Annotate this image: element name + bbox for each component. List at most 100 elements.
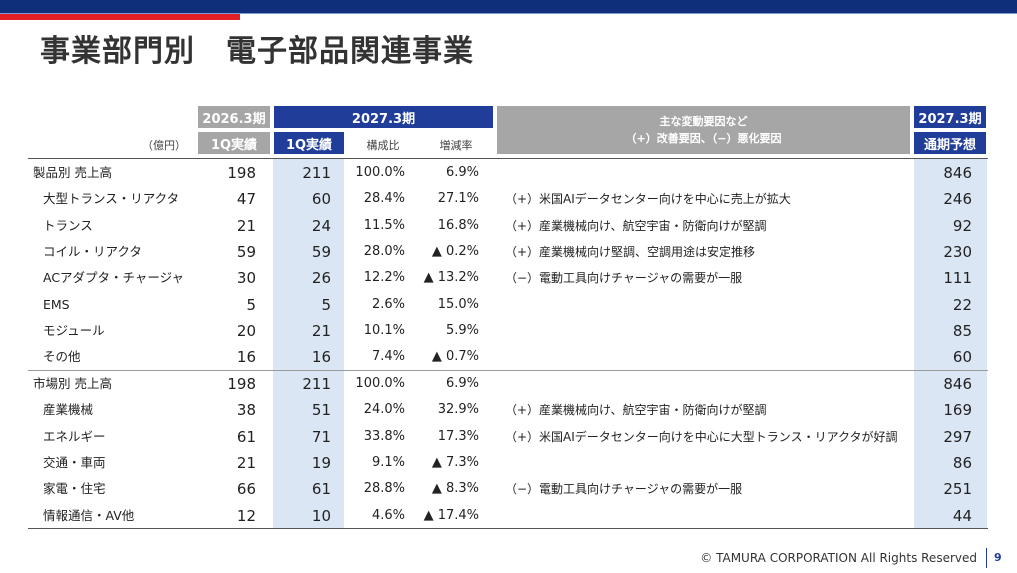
change-value: 15.0% xyxy=(437,296,479,312)
cur-result-value: 71 xyxy=(311,427,331,446)
prev-result-value: 66 xyxy=(236,480,256,499)
row-label: ACアダプタ・チャージャ xyxy=(43,270,185,286)
prev-result-value: 5 xyxy=(246,295,256,314)
factors-header-line1: 主な変動要因など xyxy=(659,115,748,128)
cur-result-value: 61 xyxy=(311,480,331,499)
prev-result-value: 198 xyxy=(227,375,256,393)
forecast-value: 169 xyxy=(943,401,972,420)
prev-result-value: 30 xyxy=(236,269,256,288)
prev-result-value: 20 xyxy=(236,321,256,340)
table-row: トランス 21 24 11.5% 16.8% （+）産業機械向け、航空宇宙・防衛向けが堅調… xyxy=(0,213,1017,239)
composition-value: 7.4% xyxy=(371,349,405,365)
table-row: 製品別 売上高 198 211 100.0% 6.9% 846 xyxy=(0,160,1017,186)
top-banner-stripe xyxy=(0,13,1017,14)
change-value: ▲ 17.4% xyxy=(423,507,479,523)
forecast-value: 44 xyxy=(952,506,972,525)
composition-value: 2.6% xyxy=(371,296,405,312)
table-row: モジュール 20 21 10.1% 5.9% 85 xyxy=(0,318,1017,344)
row-label: 大型トランス・リアクタ xyxy=(43,191,180,207)
change-value: 16.8% xyxy=(437,217,479,233)
composition-value: 9.1% xyxy=(371,454,405,470)
cur-result-value: 59 xyxy=(311,242,331,261)
forecast-value: 230 xyxy=(943,242,972,261)
forecast-period-header: 2027.3期 xyxy=(914,106,986,128)
row-label: 交通・車両 xyxy=(43,454,106,470)
change-value: ▲ 0.2% xyxy=(431,243,479,259)
forecast-column-bg xyxy=(914,158,987,528)
table-row: 情報通信・AV他 12 10 4.6% ▲ 17.4% 44 xyxy=(0,503,1017,529)
title-accent-bar xyxy=(0,14,240,20)
change-value: 27.1% xyxy=(437,191,479,207)
change-value: ▲ 0.7% xyxy=(431,349,479,365)
row-label: 市場別 売上高 xyxy=(33,376,112,391)
change-value: 5.9% xyxy=(445,322,479,338)
change-value: ▲ 7.3% xyxy=(431,454,479,470)
composition-value: 33.8% xyxy=(363,428,405,444)
cur-result-header: 1Q実績 xyxy=(274,132,344,154)
forecast-value: 86 xyxy=(952,453,972,472)
page-title: 事業部門別 電子部品関連事業 xyxy=(40,34,474,69)
current-result-column-bg xyxy=(273,158,344,528)
composition-value: 100.0% xyxy=(355,165,405,180)
prev-result-header: 1Q実績 xyxy=(198,132,270,154)
table-row: エネルギー 61 71 33.8% 17.3% （+）米国AIデータセンター向けを中心に大… xyxy=(0,424,1017,450)
change-value: 17.3% xyxy=(437,428,479,444)
table-row: 産業機械 38 51 24.0% 32.9% （+）産業機械向け、航空宇宙・防衛向けが堅調… xyxy=(0,397,1017,423)
composition-value: 11.5% xyxy=(363,217,405,233)
page-number: 9 xyxy=(994,551,1002,564)
composition-value: 28.4% xyxy=(363,191,405,207)
change-header: 増減率 xyxy=(439,139,473,152)
forecast-value: 846 xyxy=(943,164,972,182)
row-label: エネルギー xyxy=(43,428,106,444)
cur-result-value: 60 xyxy=(311,190,331,209)
prev-result-value: 61 xyxy=(236,427,256,446)
forecast-header: 通期予想 xyxy=(914,132,986,154)
top-banner xyxy=(0,0,1017,13)
factor-note: （−）電動工具向けチャージャの需要が一服 xyxy=(505,271,743,286)
composition-value: 12.2% xyxy=(363,270,405,286)
prev-period-header: 2026.3期 xyxy=(198,106,270,128)
factors-header-line2: （+）改善要因、（−）悪化要因 xyxy=(625,132,782,145)
factor-note: （−）電動工具向けチャージャの需要が一服 xyxy=(505,482,743,497)
cur-result-value: 19 xyxy=(311,453,331,472)
change-value: ▲ 8.3% xyxy=(431,481,479,497)
copyright-text: © TAMURA CORPORATION All Rights Reserved xyxy=(700,551,977,565)
cur-result-value: 211 xyxy=(302,375,331,393)
factor-note: （+）産業機械向け、航空宇宙・防衛向けが堅調 xyxy=(505,403,767,418)
table-bottom-line xyxy=(28,528,988,529)
cur-result-value: 5 xyxy=(321,295,331,314)
row-label: 製品別 売上高 xyxy=(33,165,112,180)
forecast-value: 111 xyxy=(943,269,972,288)
row-label: トランス xyxy=(43,217,93,233)
forecast-value: 246 xyxy=(943,190,972,209)
cur-result-value: 51 xyxy=(311,401,331,420)
cur-result-value: 21 xyxy=(311,321,331,340)
forecast-value: 297 xyxy=(943,427,972,446)
table-row: 市場別 売上高 198 211 100.0% 6.9% 846 xyxy=(0,371,1017,397)
row-label: 産業機械 xyxy=(43,402,94,418)
forecast-value: 85 xyxy=(952,321,972,340)
forecast-value: 846 xyxy=(943,375,972,393)
table-row: その他 16 16 7.4% ▲ 0.7% 60 xyxy=(0,344,1017,370)
row-label: その他 xyxy=(43,349,81,365)
prev-result-value: 59 xyxy=(236,242,256,261)
composition-value: 28.8% xyxy=(363,481,405,497)
factor-note: （+）産業機械向け、航空宇宙・防衛向けが堅調 xyxy=(505,218,767,233)
row-label: モジュール xyxy=(43,322,105,338)
row-label: 家電・住宅 xyxy=(43,481,106,497)
row-label: EMS xyxy=(43,296,70,312)
prev-result-value: 21 xyxy=(236,216,256,235)
table-row: コイル・リアクタ 59 59 28.0% ▲ 0.2% （+）産業機械向け堅調、空調用途は… xyxy=(0,239,1017,265)
footer-divider xyxy=(986,548,987,568)
change-value: 6.9% xyxy=(445,165,479,180)
forecast-value: 22 xyxy=(952,295,972,314)
change-value: 6.9% xyxy=(445,376,479,391)
table-row: ACアダプタ・チャージャ 30 26 12.2% ▲ 13.2% （−）電動工具向けチャー… xyxy=(0,265,1017,291)
table-row: 交通・車両 21 19 9.1% ▲ 7.3% 86 xyxy=(0,450,1017,476)
prev-result-value: 198 xyxy=(227,164,256,182)
row-label: 情報通信・AV他 xyxy=(43,507,135,523)
section-divider-line xyxy=(28,370,988,371)
table-row: 大型トランス・リアクタ 47 60 28.4% 27.1% （+）米国AIデータセンター向… xyxy=(0,186,1017,212)
factor-note: （+）米国AIデータセンター向けを中心に売上が拡大 xyxy=(505,192,791,207)
composition-value: 4.6% xyxy=(371,507,405,523)
